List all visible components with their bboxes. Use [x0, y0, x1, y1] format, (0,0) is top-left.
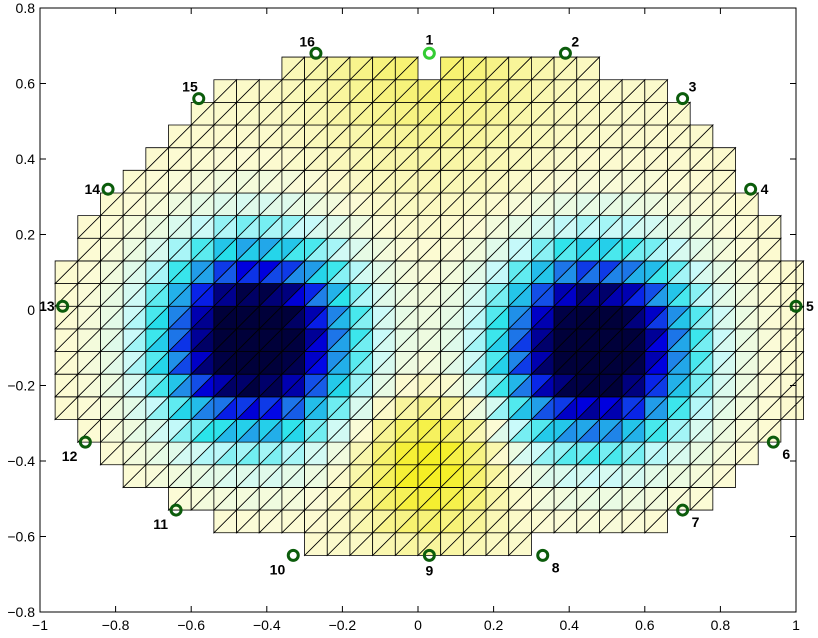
electrode-label: 1 — [425, 31, 433, 47]
y-tick-label: −0.6 — [7, 529, 35, 545]
mesh-triangle — [168, 124, 193, 149]
electrode-label: 2 — [571, 33, 579, 49]
mesh-triangle — [644, 79, 669, 104]
mesh-triangle — [145, 147, 170, 172]
x-tick-label: 0.6 — [635, 617, 655, 633]
x-tick-label: 0.8 — [711, 617, 731, 633]
x-tick-label: −0.6 — [177, 617, 205, 633]
electrode-label: 13 — [39, 298, 55, 314]
electrode-marker — [422, 548, 436, 562]
mesh-triangle — [326, 56, 351, 81]
electrode-marker — [422, 46, 436, 60]
y-tick-label: 0.4 — [16, 151, 36, 167]
mesh-cells — [54, 56, 805, 557]
y-tick-label: 0.6 — [16, 76, 36, 92]
mesh-triangle — [440, 56, 465, 81]
mesh-triangle — [531, 56, 556, 81]
y-tick-label: 0 — [27, 302, 35, 318]
electrode-label: 15 — [182, 79, 198, 95]
electrode-label: 3 — [689, 79, 697, 95]
mesh-triangle — [712, 147, 737, 172]
mesh-triangle — [462, 56, 488, 81]
electrode-marker — [56, 299, 70, 313]
mesh-triangle — [780, 260, 805, 285]
electrode-label: 6 — [782, 446, 790, 462]
x-tick-label: −0.4 — [253, 617, 281, 633]
electrode-label: 8 — [552, 559, 560, 575]
mesh-triangle — [122, 169, 147, 194]
x-tick-label: 0.4 — [559, 617, 579, 633]
electrode-marker — [676, 503, 690, 517]
electrode-label: 11 — [153, 516, 168, 532]
electrode-marker — [766, 435, 780, 449]
x-tick-label: −1 — [32, 617, 48, 633]
mesh-triangle — [281, 56, 306, 81]
electrode-label: 16 — [299, 33, 315, 49]
electrode-label: 10 — [270, 561, 286, 577]
electrode-marker — [192, 92, 206, 106]
y-tick-label: −0.2 — [7, 378, 35, 394]
mesh-triangle — [485, 56, 510, 81]
electrode-label: 12 — [62, 448, 78, 464]
x-tick-label: 0.2 — [484, 617, 504, 633]
mesh-triangle — [213, 79, 238, 104]
mesh-triangle — [258, 79, 283, 104]
x-tick-label: −0.8 — [102, 617, 130, 633]
mesh-triangle — [417, 79, 442, 104]
x-tick-label: 0 — [414, 617, 422, 633]
electrode-label: 7 — [692, 514, 700, 530]
mesh-triangle — [576, 56, 601, 81]
electrode-label: 5 — [806, 298, 814, 314]
electrode-marker — [536, 548, 550, 562]
mesh-triangle — [757, 215, 782, 240]
electrode-marker — [309, 46, 323, 60]
y-tick-label: −0.4 — [7, 453, 35, 469]
electrode-marker — [286, 548, 300, 562]
electrode-label: 9 — [425, 562, 433, 578]
electrode-marker — [78, 435, 92, 449]
electrode-marker — [169, 503, 183, 517]
electrode-marker — [744, 182, 758, 196]
mesh-triangle — [236, 79, 261, 104]
mesh-triangle — [599, 79, 624, 104]
electrode-marker — [101, 182, 115, 196]
mesh-triangle — [508, 56, 533, 81]
mesh-triangle — [54, 260, 79, 285]
mesh-triangle — [689, 124, 714, 149]
mesh-triangle — [394, 56, 419, 81]
electrode-label: 4 — [761, 181, 769, 197]
y-tick-label: 0.8 — [16, 0, 36, 16]
y-tick-label: −0.8 — [7, 604, 35, 620]
electrode-marker — [558, 46, 572, 60]
y-tick-label: 0.2 — [16, 227, 36, 243]
x-tick-label: 1 — [792, 617, 800, 633]
mesh-triangle — [372, 56, 397, 81]
x-tick-label: −0.2 — [329, 617, 357, 633]
mesh-triangle — [77, 215, 102, 240]
mesh-triangle — [349, 56, 374, 81]
electrode-marker — [676, 92, 690, 106]
mesh-triangle — [621, 79, 646, 104]
electrode-marker — [789, 299, 803, 313]
electrode-label: 14 — [84, 181, 100, 197]
